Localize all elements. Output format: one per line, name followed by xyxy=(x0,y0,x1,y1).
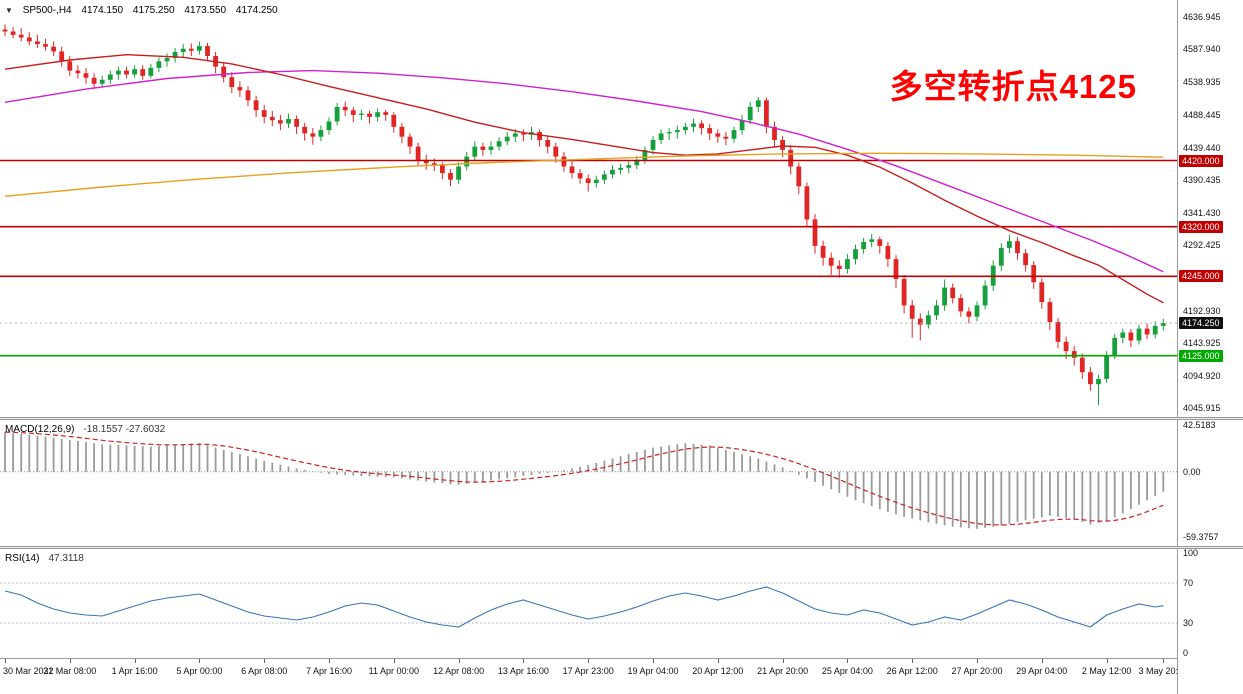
price-line-tag[interactable]: 4245.000 xyxy=(1179,270,1223,283)
time-tick xyxy=(134,659,136,663)
time-tick xyxy=(782,659,784,663)
time-axis-label: 1 Apr 16:00 xyxy=(111,666,158,676)
time-axis-label: 11 Apr 00:00 xyxy=(368,666,419,676)
time-axis-label: 25 Apr 04:00 xyxy=(821,666,873,676)
macd-signal-line xyxy=(4,431,1164,526)
price-axis-label: 4045.915 xyxy=(1183,403,1221,413)
rsi-name: RSI(14) xyxy=(5,553,40,564)
rsi-chart[interactable] xyxy=(0,549,1177,658)
ma-orange-long xyxy=(4,152,1164,197)
ma-red-medium xyxy=(4,53,1164,304)
macd-header: MACD(12,26,9) -18.1557 -27.6032 xyxy=(5,424,165,435)
time-tick xyxy=(717,659,719,663)
price-axis-label: 4538.935 xyxy=(1183,76,1221,87)
time-axis-label: 12 Apr 08:00 xyxy=(433,666,485,676)
time-axis-label: 29 Apr 04:00 xyxy=(1016,666,1068,676)
macd-axis-label: 42.5183 xyxy=(1183,420,1216,430)
rsi-header: RSI(14) 47.3118 xyxy=(5,553,84,564)
price-axis-label: 4636.945 xyxy=(1183,12,1221,22)
rsi-axis-label: 30 xyxy=(1183,618,1194,628)
macd-axis-label: 0.00 xyxy=(1183,466,1201,477)
macd-name: MACD(12,26,9) xyxy=(5,424,75,435)
symbol-period-label: SP500-,H4 xyxy=(22,5,72,16)
time-axis-label: 5 Apr 00:00 xyxy=(176,666,223,676)
price-line-tag[interactable]: 4125.000 xyxy=(1179,349,1223,362)
time-tick xyxy=(1163,659,1165,663)
rsi-value: 47.3118 xyxy=(48,553,84,564)
time-tick xyxy=(1106,659,1108,663)
price-line-tag[interactable]: 4320.000 xyxy=(1179,220,1223,233)
panel-splitter[interactable] xyxy=(0,546,1243,549)
time-axis-label: 27 Apr 20:00 xyxy=(951,666,1003,676)
time-axis-label: 6 Apr 08:00 xyxy=(241,666,288,676)
time-tick xyxy=(69,659,71,663)
rsi-panel: RSI(14) 47.3118 xyxy=(0,549,1177,658)
price-scale[interactable]: 4636.945 4587.940 4538.935 4488.445 4439.440… xyxy=(1177,0,1243,694)
time-tick xyxy=(329,659,330,663)
price-line-tag[interactable]: 4420.000 xyxy=(1179,154,1223,167)
ohlc-low: 4173.550 xyxy=(184,5,227,16)
time-tick xyxy=(847,659,849,663)
price-axis-label: 4390.435 xyxy=(1183,175,1221,186)
current-price-tag[interactable]: 4174.250 xyxy=(1179,317,1223,330)
rsi-axis-label: 0 xyxy=(1183,648,1189,658)
time-tick xyxy=(5,659,6,663)
price-axis-label: 4292.425 xyxy=(1183,239,1221,250)
price-axis-label: 4094.920 xyxy=(1183,370,1221,381)
time-axis[interactable]: 30 Mar 2022 31 Mar 08:00 1 Apr 16:00 5 Apr … xyxy=(0,658,1188,694)
price-axis-label: 4587.940 xyxy=(1183,44,1221,55)
time-axis-label: 26 Apr 12:00 xyxy=(886,666,938,676)
rsi-axis-label: 70 xyxy=(1183,578,1194,588)
time-tick xyxy=(977,659,978,663)
macd-axis-label: -59.3757 xyxy=(1183,532,1219,542)
time-axis-label: 30 Mar 2022 xyxy=(3,666,54,676)
candlestick-chart[interactable] xyxy=(0,0,1177,417)
time-axis-label: 21 Apr 20:00 xyxy=(757,666,809,676)
main-chart-panel: ▼ SP500-,H4 4174.150 4175.250 4173.550 4… xyxy=(0,0,1177,417)
time-tick xyxy=(199,659,201,663)
macd-panel: MACD(12,26,9) -18.1557 -27.6032 xyxy=(0,420,1177,546)
price-axis-label: 4192.930 xyxy=(1183,305,1221,316)
ohlc-close: 4174.250 xyxy=(235,5,278,16)
time-tick xyxy=(653,659,654,663)
time-tick xyxy=(912,659,914,663)
time-tick xyxy=(458,659,460,663)
time-axis-label: 31 Mar 08:00 xyxy=(43,666,97,676)
rsi-line xyxy=(4,586,1164,628)
time-axis-label: 20 Apr 12:00 xyxy=(692,666,744,676)
price-axis-label: 4143.925 xyxy=(1183,338,1221,349)
time-axis-label: 19 Apr 04:00 xyxy=(627,666,679,676)
time-axis-label: 13 Apr 16:00 xyxy=(497,666,549,676)
price-axis-label: 4341.430 xyxy=(1183,207,1221,218)
time-axis-label: 7 Apr 16:00 xyxy=(305,666,353,676)
time-tick xyxy=(264,659,266,663)
time-tick xyxy=(588,659,590,663)
time-axis-label: 17 Apr 23:00 xyxy=(562,666,614,676)
rsi-axis-label: 100 xyxy=(1183,548,1199,558)
time-axis-label: 3 May 20:00 xyxy=(1138,666,1189,676)
macd-values: -18.1557 -27.6032 xyxy=(83,424,166,435)
time-tick xyxy=(523,659,525,663)
time-axis-label: 2 May 12:00 xyxy=(1081,666,1132,676)
macd-chart[interactable] xyxy=(0,420,1177,546)
chart-menu-icon[interactable]: ▼ xyxy=(5,6,13,15)
panel-splitter[interactable] xyxy=(0,417,1243,420)
time-tick xyxy=(393,659,395,663)
price-axis-label: 4488.445 xyxy=(1183,110,1221,121)
ohlc-open: 4174.150 xyxy=(81,5,124,16)
ohlc-high: 4175.250 xyxy=(132,5,175,16)
annotation-text[interactable]: 多空转折点4125 xyxy=(889,68,1137,105)
time-tick xyxy=(1041,659,1043,663)
chart-header: ▼ SP500-,H4 4174.150 4175.250 4173.550 4… xyxy=(5,5,285,16)
price-axis-label: 4439.440 xyxy=(1183,142,1221,153)
